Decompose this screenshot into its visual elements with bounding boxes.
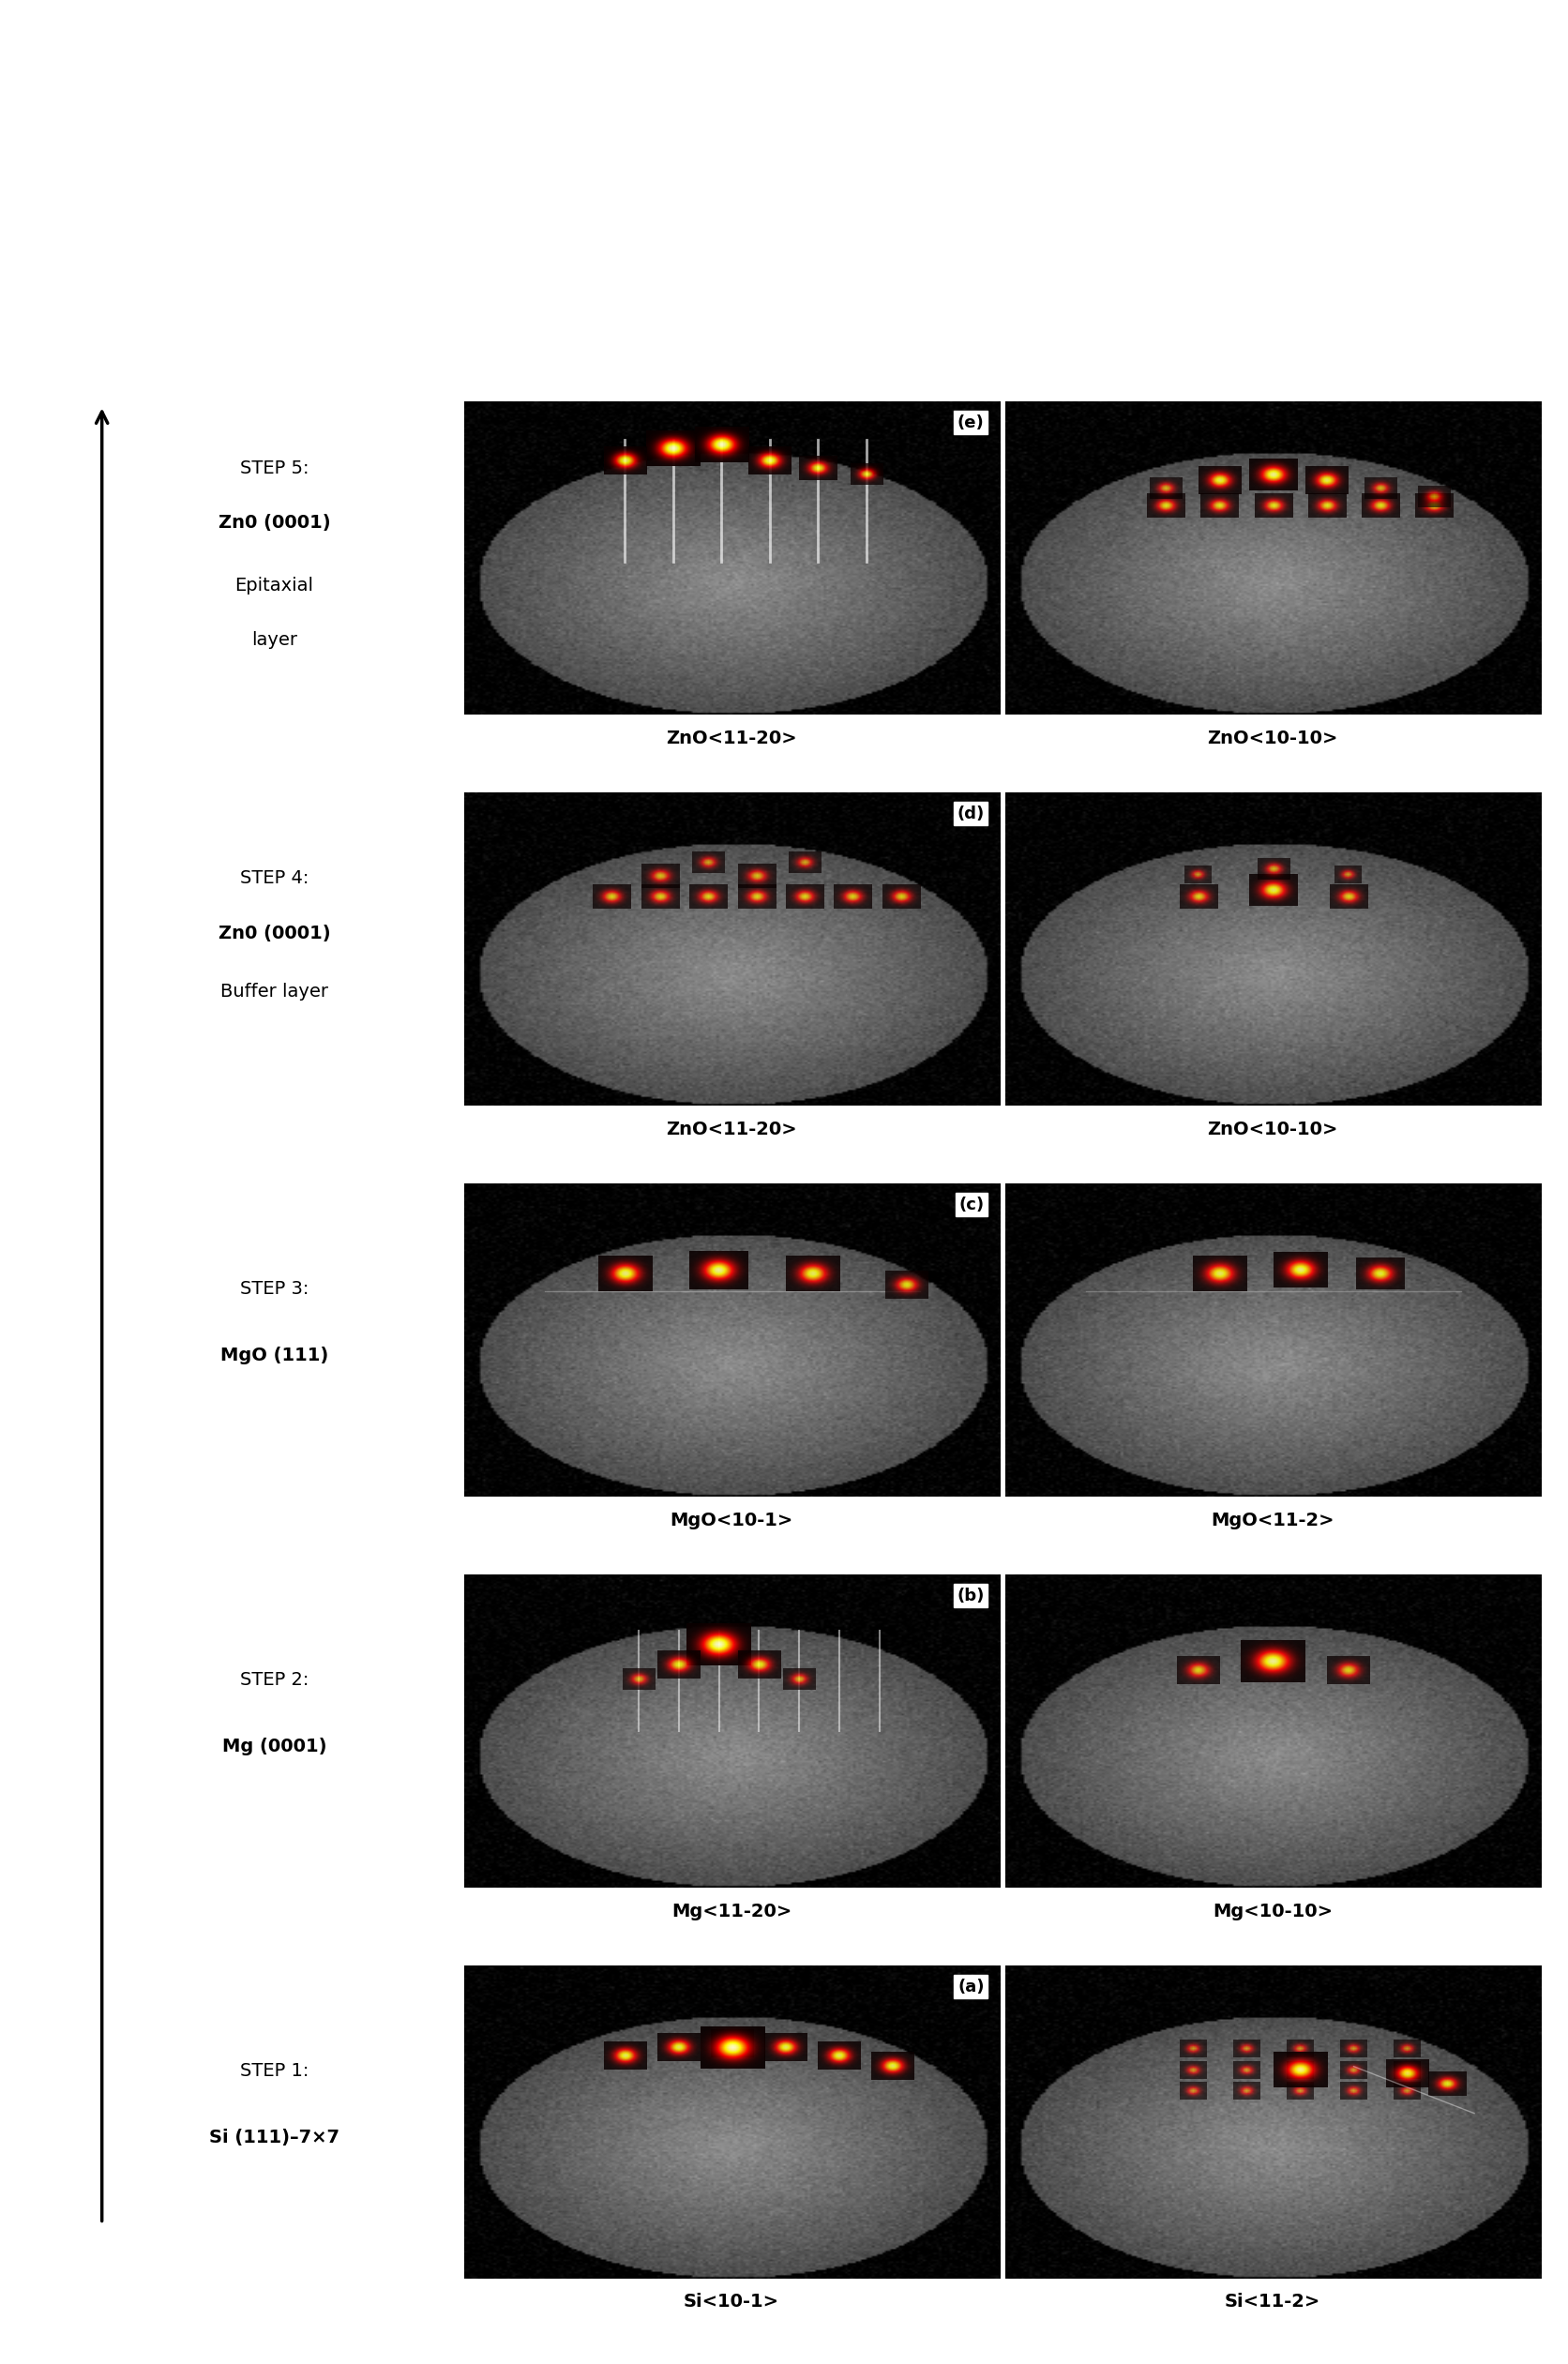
Text: (d): (d) [956,806,985,823]
Text: STEP 5:: STEP 5: [240,459,309,478]
Text: ZnO<10-10>: ZnO<10-10> [1207,728,1338,747]
Text: Mg (0001): Mg (0001) [223,1738,326,1756]
Text: STEP 4:: STEP 4: [240,870,309,886]
Text: Si (111)–7×7: Si (111)–7×7 [209,2128,340,2147]
Text: MgO<10-1>: MgO<10-1> [670,1511,793,1530]
Text: Buffer layer: Buffer layer [221,983,328,1000]
Text: MgO (111): MgO (111) [221,1347,328,1364]
Text: (b): (b) [956,1586,985,1605]
Text: Si<10-1>: Si<10-1> [684,2293,779,2312]
Text: Epitaxial: Epitaxial [235,577,314,593]
Text: STEP 1:: STEP 1: [240,2061,309,2080]
Text: STEP 2:: STEP 2: [240,1671,309,1690]
Text: Mg<11-20>: Mg<11-20> [671,1903,792,1920]
Text: Zn0 (0001): Zn0 (0001) [218,513,331,532]
Text: (c): (c) [960,1196,985,1213]
Text: Zn0 (0001): Zn0 (0001) [218,924,331,943]
Text: MgO<11-2>: MgO<11-2> [1210,1511,1334,1530]
Text: ZnO<10-10>: ZnO<10-10> [1207,1121,1338,1137]
Text: Si<11-2>: Si<11-2> [1225,2293,1320,2312]
Text: (e): (e) [958,414,985,430]
Text: (a): (a) [958,1979,985,1995]
Text: ZnO<11-20>: ZnO<11-20> [666,728,797,747]
Text: layer: layer [251,631,298,650]
Text: FIG. 2: FIG. 2 [908,2206,1036,2243]
Text: Mg<10-10>: Mg<10-10> [1212,1903,1333,1920]
Text: ZnO<11-20>: ZnO<11-20> [666,1121,797,1137]
Text: STEP 3:: STEP 3: [240,1281,309,1298]
